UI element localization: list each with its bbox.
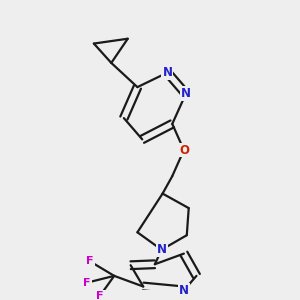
- Text: N: N: [181, 87, 191, 101]
- Text: N: N: [179, 284, 189, 297]
- Text: N: N: [157, 243, 166, 256]
- Text: F: F: [96, 291, 103, 300]
- Text: F: F: [86, 256, 94, 266]
- Text: F: F: [83, 278, 91, 288]
- Text: O: O: [179, 143, 189, 157]
- Text: N: N: [162, 66, 172, 79]
